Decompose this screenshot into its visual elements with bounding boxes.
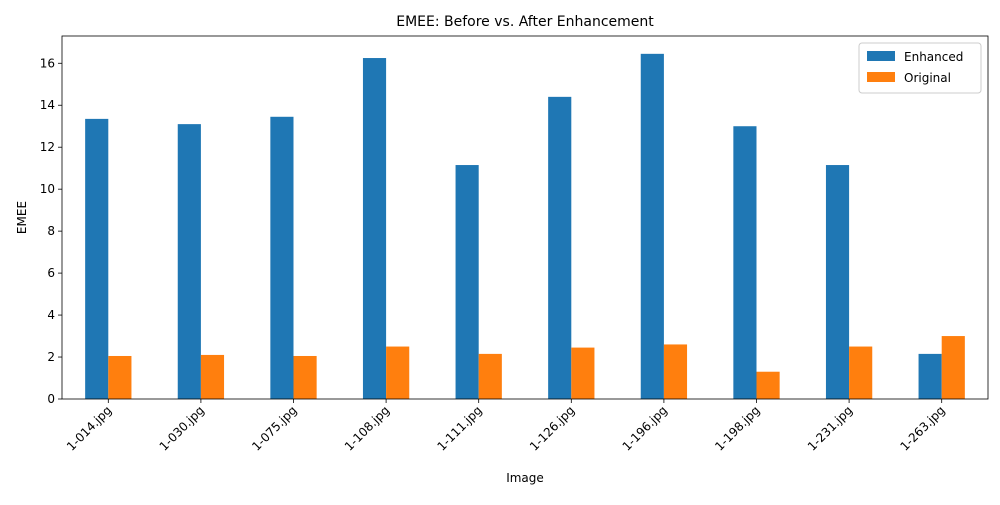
x-tick-label: 1-198.jpg bbox=[712, 403, 762, 453]
bar-original-1-030.jpg bbox=[200, 354, 225, 399]
bar-original-1-014.jpg bbox=[108, 355, 132, 399]
x-tick-label: 1-075.jpg bbox=[249, 403, 299, 453]
x-tick-label: 1-030.jpg bbox=[157, 403, 207, 453]
y-tick-label: 12 bbox=[40, 140, 55, 154]
bar-original-1-075.jpg bbox=[293, 355, 317, 399]
y-tick-label: 4 bbox=[47, 308, 55, 322]
x-tick-label: 1-196.jpg bbox=[620, 403, 670, 453]
bar-original-1-263.jpg bbox=[941, 336, 965, 399]
bar-original-1-126.jpg bbox=[571, 347, 595, 399]
bar-original-1-111.jpg bbox=[478, 353, 502, 399]
bar-enhanced-1-108.jpg bbox=[362, 58, 387, 399]
legend-swatch-enhanced bbox=[867, 51, 895, 61]
legend-swatch-original bbox=[867, 72, 895, 82]
legend: Enhanced Original bbox=[858, 42, 982, 94]
y-axis: 0 2 4 6 8 10 12 14 16 bbox=[40, 56, 62, 406]
bar-enhanced-1-030.jpg bbox=[177, 124, 201, 399]
bar-enhanced-1-014.jpg bbox=[85, 118, 109, 399]
x-tick-label: 1-263.jpg bbox=[897, 403, 947, 453]
y-tick-label: 0 bbox=[47, 392, 55, 406]
bar-enhanced-1-196.jpg bbox=[640, 53, 664, 399]
chart-title: EMEE: Before vs. After Enhancement bbox=[396, 14, 654, 30]
x-tick-label: 1-111.jpg bbox=[434, 403, 484, 453]
x-tick-label: 1-014.jpg bbox=[64, 403, 114, 453]
x-tick-label: 1-231.jpg bbox=[805, 403, 855, 453]
bar-original-1-196.jpg bbox=[663, 344, 688, 399]
bar-enhanced-1-231.jpg bbox=[825, 165, 850, 399]
x-tick-label: 1-108.jpg bbox=[342, 403, 392, 453]
bar-enhanced-1-126.jpg bbox=[548, 96, 572, 400]
bar-enhanced-1-263.jpg bbox=[918, 353, 942, 399]
bars-layer bbox=[85, 53, 965, 400]
x-axis-title: Image bbox=[506, 471, 544, 485]
x-tick-label: 1-126.jpg bbox=[527, 403, 577, 453]
y-tick-label: 10 bbox=[40, 182, 55, 196]
bar-original-1-198.jpg bbox=[756, 371, 780, 399]
x-axis: 1-014.jpg 1-030.jpg 1-075.jpg 1-108.jpg 1-11… bbox=[64, 399, 948, 454]
y-tick-label: 8 bbox=[47, 224, 55, 238]
y-tick-label: 2 bbox=[47, 350, 55, 364]
legend-label-original: Original bbox=[904, 71, 951, 85]
bar-enhanced-1-198.jpg bbox=[733, 126, 757, 399]
bar-original-1-231.jpg bbox=[849, 346, 873, 399]
bar-enhanced-1-075.jpg bbox=[270, 116, 294, 399]
bar-original-1-108.jpg bbox=[386, 346, 410, 399]
plot-frame bbox=[61, 35, 989, 400]
y-tick-label: 16 bbox=[40, 56, 55, 70]
y-tick-label: 14 bbox=[40, 98, 55, 112]
y-tick-label: 6 bbox=[47, 266, 55, 280]
bar-enhanced-1-111.jpg bbox=[455, 165, 479, 399]
y-axis-title: EMEE bbox=[15, 201, 29, 234]
legend-label-enhanced: Enhanced bbox=[904, 50, 963, 64]
